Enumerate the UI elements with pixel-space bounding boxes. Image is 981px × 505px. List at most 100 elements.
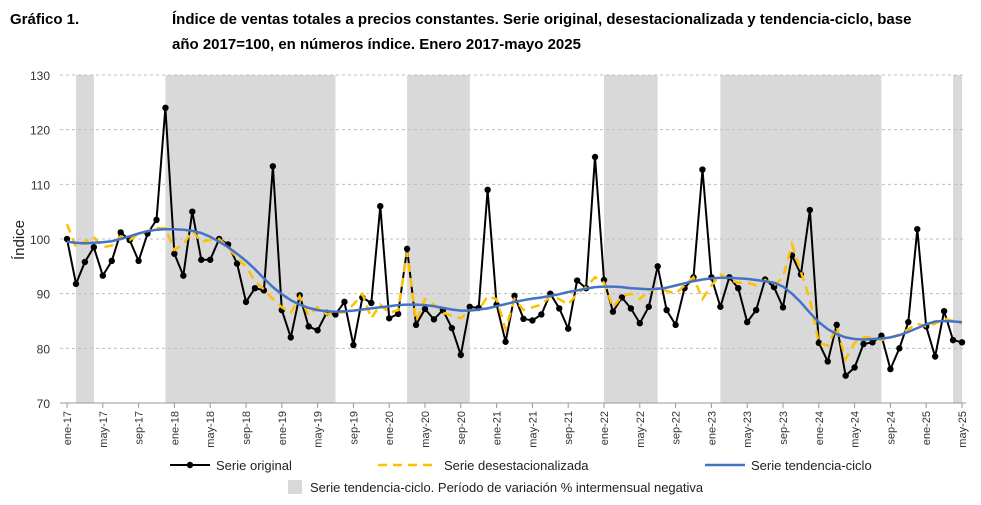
- series-original-point: [824, 358, 831, 365]
- axes: ene-17 may-17 sep-17 ene-18 may-18 sep-18 ene-…: [60, 402, 969, 448]
- series-original-point: [341, 298, 348, 306]
- series-original-point: [430, 316, 438, 323]
- chart-title-line1: Índice de ventas totales a precios const…: [172, 11, 911, 28]
- x-tick-label: may-17: [98, 411, 110, 448]
- series-original-point: [609, 308, 617, 315]
- series-original-point: [851, 364, 858, 371]
- x-tick-label: ene-21: [492, 411, 504, 445]
- x-tick-label: may-20: [420, 411, 432, 448]
- series-tendencia-ciclo-line: [66, 227, 963, 341]
- series-original-point: [153, 216, 160, 224]
- x-tick-label: may-25: [957, 411, 969, 448]
- x-tick-label: sep-17: [134, 411, 146, 445]
- x-tick-label: may-21: [527, 411, 539, 448]
- series-original-point: [314, 327, 321, 334]
- series-original-point: [287, 334, 294, 341]
- series-original-point: [368, 299, 375, 307]
- x-tick-label: ene-20: [384, 411, 396, 445]
- series-original-point: [636, 319, 643, 327]
- x-tick-label: ene-24: [814, 411, 826, 445]
- x-tick-label: sep-18: [241, 411, 253, 445]
- x-tick-label: ene-17: [62, 411, 74, 445]
- series-original-point: [887, 365, 894, 373]
- series-original-point: [394, 310, 402, 318]
- series-original-point: [645, 303, 652, 310]
- series-original-point: [869, 339, 876, 346]
- series-original-point: [591, 153, 599, 161]
- x-tick-label: may-18: [205, 411, 217, 448]
- series-original-point: [350, 341, 357, 349]
- y-tick-label: 120: [30, 124, 50, 138]
- series-lines: [63, 104, 966, 379]
- series-original-point: [958, 339, 966, 346]
- series-original-point: [627, 305, 635, 312]
- x-tick-label: sep-24: [885, 411, 897, 445]
- x-tick-label: sep-23: [778, 411, 790, 445]
- series-original-point: [242, 298, 250, 306]
- y-tick-label: 130: [30, 69, 50, 83]
- series-original-point: [63, 235, 71, 243]
- x-tick-label: sep-22: [671, 411, 683, 445]
- figure-label: Gráfico 1.: [10, 11, 79, 28]
- series-original-point: [198, 256, 205, 263]
- x-tick-label: may-22: [635, 411, 647, 448]
- x-tick-label: sep-21: [563, 411, 575, 445]
- legend-label-serie-desestacionalizada: Serie desestacionalizada: [444, 458, 589, 473]
- series-original-point: [180, 272, 187, 279]
- series-original-point: [672, 321, 679, 329]
- series-original-point: [135, 257, 142, 265]
- x-tick-label: sep-20: [456, 411, 468, 445]
- series-original-point: [618, 294, 626, 301]
- y-tick-label: 90: [37, 288, 51, 302]
- legend-marker: [186, 461, 194, 469]
- series-original-point: [520, 315, 527, 323]
- series-original-point: [806, 206, 814, 214]
- x-tick-label: ene-22: [599, 411, 611, 445]
- series-original-point: [654, 263, 661, 270]
- series-original-point: [377, 203, 384, 210]
- series-original-point: [735, 285, 742, 292]
- y-tick-label: 80: [37, 342, 51, 356]
- legend-label-shaded: Serie tendencia-ciclo. Período de variac…: [310, 480, 704, 495]
- chart-title-line2: año 2017=100, en números índice. Enero 2…: [172, 36, 581, 53]
- series-original-point: [305, 323, 312, 330]
- series-original-point: [269, 163, 277, 170]
- series-original-point: [386, 315, 393, 322]
- y-tick-label: 70: [37, 397, 51, 411]
- series-original-point: [699, 166, 706, 173]
- series-original-point: [403, 245, 411, 253]
- series-original-point: [842, 372, 849, 379]
- y-tick-label: 110: [31, 178, 50, 192]
- series-original-point: [162, 104, 169, 112]
- series-original-point: [538, 311, 545, 318]
- series-original-point: [421, 305, 429, 313]
- series-original-point: [99, 272, 107, 279]
- series-original-point: [940, 307, 948, 315]
- y-tick-label: 100: [30, 233, 50, 247]
- series-original-point: [815, 339, 822, 347]
- shaded-period: [165, 75, 336, 403]
- x-tick-label: ene-18: [169, 411, 181, 445]
- series-original-point: [905, 318, 912, 326]
- series-desestacionalizada-line: [65, 223, 963, 363]
- series-original-point: [108, 257, 115, 265]
- series-original-point: [556, 305, 563, 312]
- series-original-point: [72, 280, 80, 288]
- series-original-point: [717, 303, 724, 310]
- series-original-point: [233, 260, 241, 267]
- series-original-point: [448, 324, 456, 332]
- legend-label-serie-tendencia-ciclo: Serie tendencia-ciclo: [751, 458, 872, 473]
- series-original-point: [484, 186, 491, 193]
- y-axis-label: Índice: [11, 220, 28, 260]
- series-original-point: [573, 277, 581, 284]
- series-original-point: [896, 345, 903, 352]
- series-original-point: [744, 318, 751, 326]
- series-original-point: [251, 285, 259, 292]
- series-original-point: [949, 336, 957, 344]
- series-original-point: [90, 244, 98, 251]
- x-tick-label: ene-19: [277, 411, 289, 445]
- series-original-point: [565, 325, 572, 332]
- series-original-point: [117, 229, 124, 236]
- x-tick-label: may-23: [742, 411, 754, 448]
